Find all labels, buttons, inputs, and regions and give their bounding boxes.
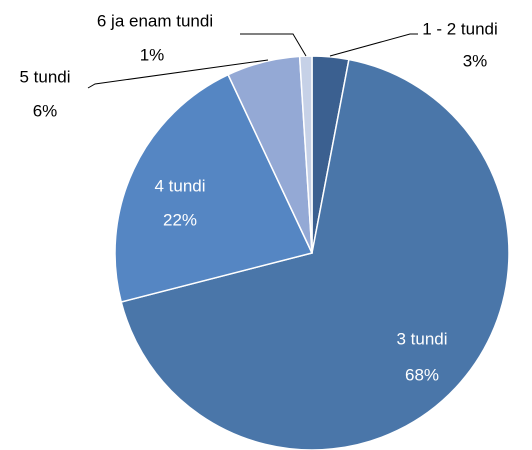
data-label-name: 1 - 2 tundi — [422, 19, 498, 38]
pie-slice — [120, 58, 510, 450]
leader-line — [329, 33, 418, 57]
data-label-name: 3 tundi — [396, 329, 447, 348]
data-label-value: 1% — [140, 45, 165, 64]
leader-line — [87, 59, 269, 89]
data-label-name: 5 tundi — [19, 67, 70, 86]
leader-line — [240, 33, 307, 57]
data-label-value: 68% — [405, 365, 439, 384]
data-label-value: 6% — [33, 101, 58, 120]
pie-slice — [114, 73, 314, 303]
data-label-value: 3% — [463, 51, 488, 70]
data-label-name: 4 tundi — [154, 176, 205, 195]
data-label-value: 22% — [163, 210, 197, 229]
data-label-name: 6 ja enam tundi — [97, 11, 213, 30]
